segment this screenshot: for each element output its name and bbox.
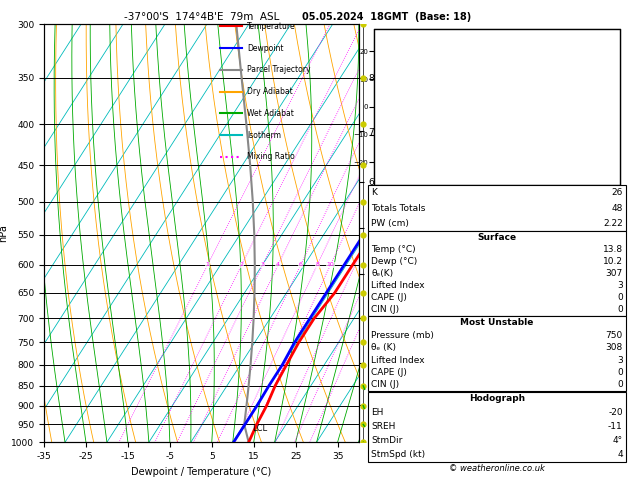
Text: Temperature: Temperature [247, 22, 296, 31]
Text: Lifted Index: Lifted Index [371, 356, 425, 364]
Text: θₑ(K): θₑ(K) [371, 269, 393, 278]
Text: 4°: 4° [613, 436, 623, 445]
Text: 8: 8 [315, 262, 319, 267]
Text: Parcel Trajectory: Parcel Trajectory [247, 65, 310, 74]
Text: EH: EH [371, 408, 384, 417]
Text: PW (cm): PW (cm) [371, 219, 409, 228]
Text: 10: 10 [326, 262, 334, 267]
Text: 750: 750 [606, 330, 623, 340]
Text: 0: 0 [617, 368, 623, 377]
Text: Mixing Ratio: Mixing Ratio [247, 152, 294, 161]
Text: CIN (J): CIN (J) [371, 381, 399, 389]
Text: Isotherm: Isotherm [247, 131, 281, 139]
Y-axis label: km
ASL: km ASL [377, 226, 396, 241]
Text: © weatheronline.co.uk: © weatheronline.co.uk [449, 464, 545, 473]
Text: -11: -11 [608, 422, 623, 431]
Text: 0: 0 [617, 381, 623, 389]
Text: 308: 308 [606, 343, 623, 352]
Text: Wet Adiabat: Wet Adiabat [247, 109, 294, 118]
Text: K: K [371, 188, 377, 197]
Text: StmSpd (kt): StmSpd (kt) [371, 450, 425, 459]
Text: 0: 0 [617, 293, 623, 302]
Text: 13.8: 13.8 [603, 245, 623, 254]
Text: LCL: LCL [252, 424, 267, 433]
Text: CAPE (J): CAPE (J) [371, 368, 407, 377]
Text: θₑ (K): θₑ (K) [371, 343, 396, 352]
Text: Temp (°C): Temp (°C) [371, 245, 416, 254]
Text: Lifted Index: Lifted Index [371, 281, 425, 290]
Text: 0: 0 [617, 305, 623, 314]
Title: -37°00'S  174°4B'E  79m  ASL: -37°00'S 174°4B'E 79m ASL [123, 12, 279, 22]
Text: 3: 3 [617, 281, 623, 290]
Text: 6: 6 [299, 262, 303, 267]
Text: Dewp (°C): Dewp (°C) [371, 257, 418, 266]
Text: Totals Totals: Totals Totals [371, 204, 425, 212]
Text: SREH: SREH [371, 422, 396, 431]
Text: 3: 3 [617, 356, 623, 364]
Text: 26: 26 [611, 188, 623, 197]
Text: 4: 4 [617, 450, 623, 459]
Text: 307: 307 [606, 269, 623, 278]
Text: 4: 4 [276, 262, 280, 267]
Text: 48: 48 [611, 204, 623, 212]
Text: kt: kt [381, 37, 389, 47]
Text: Hodograph: Hodograph [469, 394, 525, 403]
Text: Surface: Surface [477, 233, 516, 242]
Text: Most Unstable: Most Unstable [460, 318, 533, 327]
Text: 1: 1 [206, 262, 209, 267]
Text: 2: 2 [240, 262, 243, 267]
Text: Pressure (mb): Pressure (mb) [371, 330, 434, 340]
Text: 3: 3 [260, 262, 265, 267]
Text: CIN (J): CIN (J) [371, 305, 399, 314]
Text: CAPE (J): CAPE (J) [371, 293, 407, 302]
Text: 2.22: 2.22 [603, 219, 623, 228]
Text: StmDir: StmDir [371, 436, 403, 445]
X-axis label: Dewpoint / Temperature (°C): Dewpoint / Temperature (°C) [131, 467, 271, 477]
Text: -20: -20 [608, 408, 623, 417]
Text: Dry Adiabat: Dry Adiabat [247, 87, 292, 96]
Text: Dewpoint: Dewpoint [247, 44, 284, 52]
Y-axis label: hPa: hPa [0, 225, 9, 242]
Text: 10.2: 10.2 [603, 257, 623, 266]
Text: 05.05.2024  18GMT  (Base: 18): 05.05.2024 18GMT (Base: 18) [302, 12, 472, 22]
